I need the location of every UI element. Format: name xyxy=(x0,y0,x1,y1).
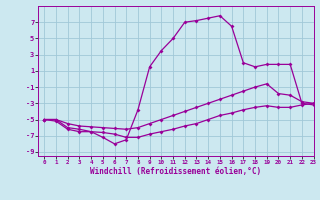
X-axis label: Windchill (Refroidissement éolien,°C): Windchill (Refroidissement éolien,°C) xyxy=(91,167,261,176)
